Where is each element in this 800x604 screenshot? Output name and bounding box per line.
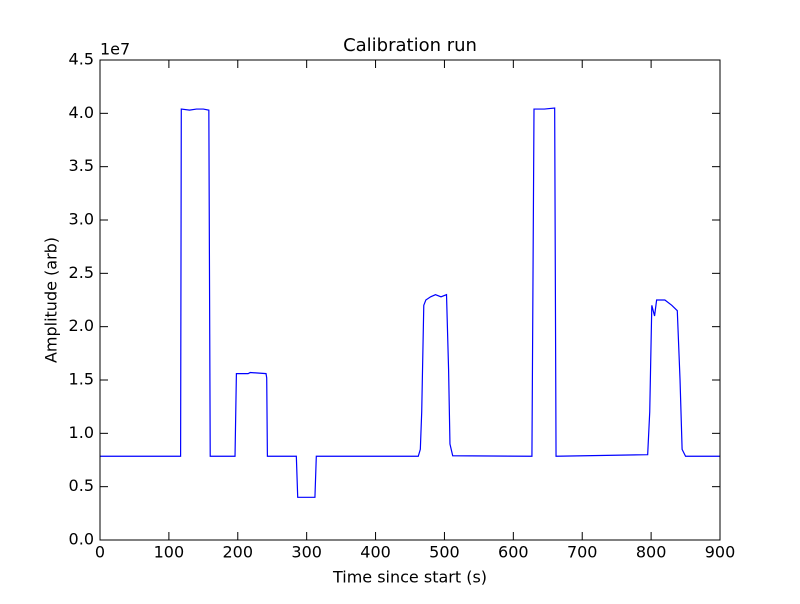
x-tick-label: 500 bbox=[429, 543, 460, 562]
x-tick-label: 800 bbox=[636, 543, 667, 562]
chart-title: Calibration run bbox=[343, 35, 477, 56]
x-tick-label: 0 bbox=[95, 543, 105, 562]
y-tick-label: 3.5 bbox=[69, 156, 94, 175]
y-tick-label: 0.5 bbox=[69, 476, 94, 495]
data-line bbox=[100, 107, 720, 498]
y-tick-label: 2.0 bbox=[69, 316, 94, 335]
x-tick-label: 600 bbox=[498, 543, 529, 562]
y-axis-label: Amplitude (arb) bbox=[42, 237, 61, 363]
y-tick-label: 1.0 bbox=[69, 423, 94, 442]
y-offset-label: 1e7 bbox=[100, 40, 130, 59]
x-tick-label: 100 bbox=[154, 543, 185, 562]
y-tick-label: 1.5 bbox=[69, 370, 94, 389]
x-tick-label: 400 bbox=[360, 543, 391, 562]
x-axis-label: Time since start (s) bbox=[332, 568, 487, 587]
y-tick-label: 2.5 bbox=[69, 263, 94, 282]
y-tick-label: 4.0 bbox=[69, 103, 94, 122]
x-tick-label: 700 bbox=[567, 543, 598, 562]
x-tick-label: 900 bbox=[705, 543, 736, 562]
x-tick-label: 200 bbox=[223, 543, 254, 562]
y-tick-label: 3.0 bbox=[69, 210, 94, 229]
y-tick-label: 0.0 bbox=[69, 530, 94, 549]
plot-frame bbox=[99, 59, 721, 541]
x-tick-label: 300 bbox=[291, 543, 322, 562]
y-tick-label: 4.5 bbox=[69, 50, 94, 69]
